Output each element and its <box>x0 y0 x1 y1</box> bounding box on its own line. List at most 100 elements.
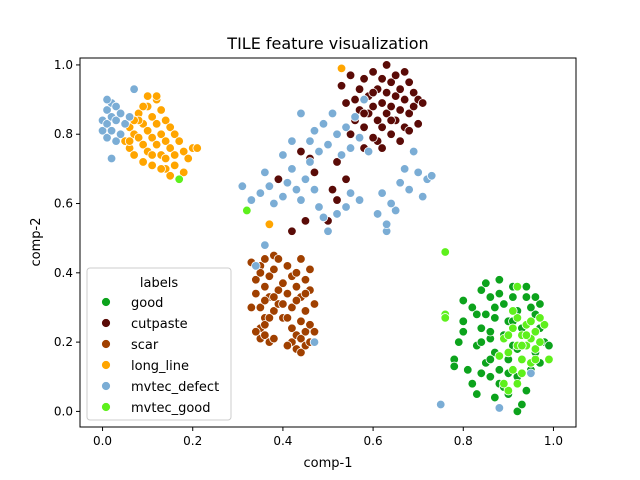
point-good-4 <box>467 302 477 313</box>
point-scar-51 <box>269 292 279 302</box>
point-good-44 <box>467 378 477 389</box>
point-long-line-42 <box>138 101 148 112</box>
point-long-line-31 <box>179 167 189 178</box>
point-mvtec-good-31 <box>517 340 527 351</box>
point-scar-48 <box>309 327 320 337</box>
point-long-line-6 <box>133 132 144 143</box>
point-cutpaste-53 <box>300 216 311 226</box>
x-axis-ticks: 0.0 0.2 0.4 0.6 0.8 1.0 <box>93 427 563 448</box>
point-cutpaste-11 <box>368 67 378 77</box>
point-cutpaste-20 <box>381 87 392 98</box>
point-scar-54 <box>264 313 275 323</box>
point-mvtec-defect-3 <box>102 132 112 143</box>
point-mvtec-good-1 <box>242 205 252 216</box>
legend: labels good cutpaste scar long_line mvtec_de… <box>86 267 232 421</box>
point-mvtec-defect-63 <box>427 171 437 181</box>
point-mvtec-defect-18 <box>237 181 248 191</box>
point-long-line-19 <box>156 105 166 115</box>
point-mvtec-defect-34 <box>318 119 329 129</box>
point-mvtec-good-3 <box>440 313 450 323</box>
legend-title: labels <box>140 276 178 291</box>
point-mvtec-good-30 <box>530 354 541 365</box>
point-good-43 <box>458 295 468 306</box>
point-scar-59 <box>260 295 270 306</box>
point-scar-35 <box>260 320 270 330</box>
point-good-33 <box>521 292 532 302</box>
point-cutpaste-33 <box>404 77 414 87</box>
point-cutpaste-17 <box>377 98 387 108</box>
point-mvtec-defect-26 <box>287 164 297 174</box>
point-cutpaste-0 <box>336 81 347 91</box>
point-mvtec-defect-39 <box>341 122 351 133</box>
point-scar-43 <box>296 347 306 358</box>
point-long-line-40 <box>124 136 135 146</box>
point-mvtec-good-8 <box>508 365 518 375</box>
point-mvtec-defect-33 <box>314 146 324 157</box>
point-cutpaste-47 <box>296 146 306 157</box>
point-scar-18 <box>282 288 293 299</box>
point-scar-55 <box>273 254 284 264</box>
point-cutpaste-3 <box>350 94 360 105</box>
point-cutpaste-51 <box>332 195 342 205</box>
point-cutpaste-55 <box>273 174 284 184</box>
point-scar-12 <box>269 264 279 275</box>
point-cutpaste-56 <box>359 108 369 119</box>
point-scar-52 <box>296 254 306 264</box>
point-cutpaste-39 <box>417 98 428 108</box>
legend-label-good: good <box>131 296 163 311</box>
point-mvtec-defect-30 <box>305 157 315 167</box>
point-mvtec-defect-60 <box>413 167 423 178</box>
point-mvtec-defect-45 <box>314 202 324 212</box>
point-good-1 <box>454 337 464 347</box>
point-good-45 <box>476 337 487 347</box>
point-long-line-43 <box>147 150 157 160</box>
point-cutpaste-29 <box>395 105 405 115</box>
plot-frame <box>79 57 577 428</box>
point-mvtec-defect-32 <box>309 126 320 136</box>
point-mvtec-good-26 <box>494 351 505 361</box>
legend-marker-mvtec-defect <box>101 381 111 391</box>
point-good-13 <box>485 292 496 302</box>
point-mvtec-defect-6 <box>106 126 117 136</box>
point-mvtec-defect-47 <box>323 226 333 236</box>
point-mvtec-defect-9 <box>111 101 121 112</box>
point-cutpaste-1 <box>341 98 351 108</box>
y-tick-label: 0.2 <box>54 335 73 349</box>
point-scar-49 <box>282 340 293 351</box>
point-mvtec-defect-14 <box>124 112 135 122</box>
point-cutpaste-21 <box>381 108 392 119</box>
point-long-line-22 <box>160 115 171 126</box>
point-mvtec-defect-73 <box>494 403 505 413</box>
point-cutpaste-8 <box>359 122 369 133</box>
y-tick-label: 1.0 <box>54 58 73 72</box>
point-cutpaste-34 <box>404 108 414 119</box>
point-good-64 <box>458 327 468 337</box>
point-mvtec-defect-46 <box>318 212 329 223</box>
point-mvtec-defect-12 <box>115 108 126 119</box>
point-mvtec-defect-37 <box>332 129 342 139</box>
point-scar-21 <box>291 281 302 292</box>
point-mvtec-good-25 <box>521 330 532 340</box>
point-good-56 <box>521 281 532 292</box>
point-mvtec-defect-29 <box>300 174 311 184</box>
legend-items: good cutpaste scar long_line mvtec_defectmvt… <box>101 296 219 416</box>
point-cutpaste-22 <box>386 77 396 87</box>
point-long-line-44 <box>156 164 166 174</box>
point-mvtec-defect-10 <box>111 115 121 126</box>
point-good-48 <box>508 292 518 302</box>
point-mvtec-defect-65 <box>381 219 392 230</box>
point-good-60 <box>530 292 541 302</box>
point-mvtec-defect-31 <box>305 136 315 146</box>
point-scar-42 <box>296 333 306 344</box>
point-mvtec-defect-16 <box>106 153 117 164</box>
point-good-22 <box>499 299 509 309</box>
point-mvtec-good-7 <box>508 323 518 333</box>
point-long-line-20 <box>156 129 166 139</box>
point-cutpaste-30 <box>399 67 410 77</box>
point-cutpaste-23 <box>386 101 396 112</box>
point-mvtec-good-10 <box>512 313 523 323</box>
point-good-50 <box>526 302 536 313</box>
point-mvtec-good-32 <box>508 306 518 316</box>
point-scar-45 <box>300 327 311 337</box>
point-good-34 <box>521 385 532 396</box>
